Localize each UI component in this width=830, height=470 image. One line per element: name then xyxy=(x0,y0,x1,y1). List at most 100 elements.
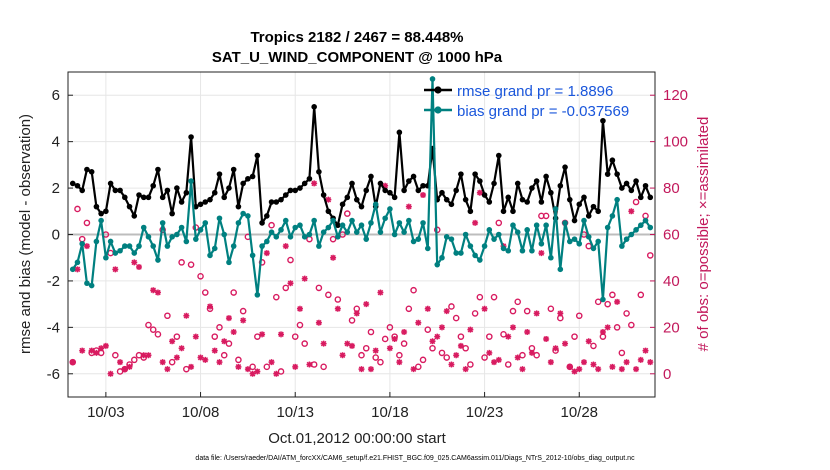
obs-possible-point xyxy=(410,286,417,294)
obs-assimilated-point xyxy=(117,359,124,366)
rmse-point xyxy=(174,185,180,191)
chart-subtitle: SAT_U_WIND_COMPONENT @ 1000 hPa xyxy=(212,49,503,66)
obs-assimilated-point xyxy=(315,319,322,326)
obs-assimilated-point xyxy=(576,366,583,373)
rmse-point xyxy=(566,196,573,203)
rmse-point xyxy=(178,199,185,205)
obs-assimilated-point xyxy=(79,347,86,354)
bias-point xyxy=(628,231,635,238)
rmse-point xyxy=(619,185,625,191)
obs-assimilated-point xyxy=(292,363,299,370)
bias-point xyxy=(372,201,379,208)
x-tick-label: 10/18 xyxy=(371,404,409,421)
rmse-point xyxy=(642,182,649,189)
obs-possible-point xyxy=(272,293,280,301)
bias-point xyxy=(581,217,587,224)
y-tick-label: -6 xyxy=(47,366,60,383)
obs-possible-point xyxy=(547,305,555,313)
bias-point xyxy=(325,224,332,231)
obs-assimilated-point xyxy=(358,366,365,373)
obs-possible-point xyxy=(405,305,413,313)
obs-assimilated-point xyxy=(164,366,171,373)
rmse-point xyxy=(159,194,166,201)
obs-possible-point xyxy=(74,205,81,213)
obs-possible-point xyxy=(201,289,209,296)
rmse-point xyxy=(543,173,549,180)
bias-point xyxy=(377,229,384,235)
rmse-point xyxy=(74,182,81,189)
obs-assimilated-point xyxy=(401,329,408,335)
rmse-point xyxy=(358,203,365,210)
rmse-point xyxy=(287,187,294,194)
obs-assimilated-point xyxy=(197,354,204,361)
obs-possible-point xyxy=(575,312,583,320)
rmse-point xyxy=(349,180,355,187)
obs-assimilated-point xyxy=(159,359,166,366)
rmse-point xyxy=(193,203,199,210)
obs-possible-point xyxy=(542,212,550,220)
bias-point xyxy=(467,243,474,249)
rmse-point xyxy=(533,178,540,184)
bias-point xyxy=(401,229,407,235)
obs-assimilated-point xyxy=(150,287,157,294)
footnote: data file: /Users/raeder/DAI/ATM_forcXX/… xyxy=(195,455,635,462)
obs-possible-point xyxy=(239,307,247,315)
bias-point xyxy=(311,217,317,224)
obs-assimilated-point xyxy=(481,305,488,312)
obs-assimilated-point xyxy=(221,338,228,345)
obs-assimilated-point xyxy=(647,359,654,366)
obs-possible-point xyxy=(590,342,597,350)
obs-assimilated-point xyxy=(472,219,479,226)
obs-possible-point xyxy=(287,256,294,264)
bias-point xyxy=(188,178,194,184)
bias-point xyxy=(131,250,138,256)
bias-point xyxy=(519,247,526,254)
obs-assimilated-point xyxy=(524,329,531,335)
obs-possible-point xyxy=(291,333,299,340)
obs-possible-point xyxy=(187,261,195,268)
rmse-point xyxy=(122,194,128,201)
obs-assimilated-point xyxy=(495,356,502,363)
rmse-point xyxy=(439,189,445,196)
bias-point xyxy=(576,240,583,247)
rmse-point xyxy=(84,166,90,173)
chart-title: Tropics 2182 / 2467 = 88.448% xyxy=(250,29,463,46)
bias-point xyxy=(126,243,133,249)
bias-point xyxy=(543,222,549,229)
legend-bias-marker xyxy=(434,106,442,114)
y-tick-label: -4 xyxy=(47,319,60,336)
bias-point xyxy=(557,266,564,273)
bias-point xyxy=(424,245,431,252)
obs-assimilated-point xyxy=(363,301,370,308)
bias-point xyxy=(363,236,370,242)
y2-tick-label: 40 xyxy=(663,273,680,290)
rmse-point xyxy=(500,208,507,215)
bias-point xyxy=(349,217,355,224)
bias-point xyxy=(566,238,573,245)
obs-assimilated-point xyxy=(566,363,573,370)
obs-assimilated-point xyxy=(434,333,441,340)
rmse-point xyxy=(614,171,620,177)
rmse-point xyxy=(548,189,554,196)
y2-tick-label: 60 xyxy=(663,227,680,244)
obs-assimilated-point xyxy=(367,366,374,373)
obs-possible-point xyxy=(452,314,460,322)
rmse-point xyxy=(481,192,488,198)
obs-possible-point xyxy=(235,356,242,364)
obs-possible-point xyxy=(216,324,223,331)
obs-possible-point xyxy=(438,349,446,357)
obs-assimilated-point xyxy=(131,259,138,266)
bias-point xyxy=(230,243,237,249)
y2-tick-label: 120 xyxy=(663,87,688,104)
obs-possible-point xyxy=(362,344,370,352)
obs-assimilated-point xyxy=(623,359,630,366)
obs-assimilated-point xyxy=(320,340,327,347)
obs-assimilated-point xyxy=(519,366,526,373)
obs-assimilated-point xyxy=(173,354,180,361)
obs-assimilated-point xyxy=(211,347,218,354)
bias-point xyxy=(117,247,123,254)
bias-point xyxy=(368,220,374,226)
obs-assimilated-point xyxy=(415,319,422,326)
obs-assimilated-point xyxy=(282,243,289,250)
